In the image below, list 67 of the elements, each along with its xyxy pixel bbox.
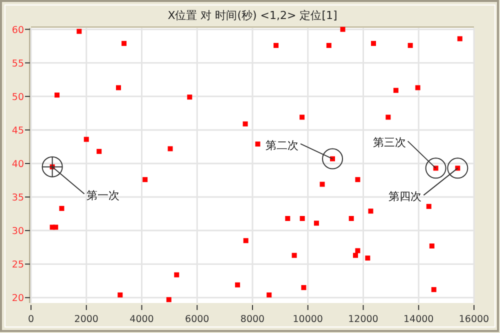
x-tick-label: 10000 (292, 314, 323, 325)
point (142, 177, 148, 182)
annotation: 第一次 (86, 188, 120, 202)
annotation: 第二次 (266, 138, 299, 152)
y-tick-label: 35 (12, 192, 24, 204)
point (300, 114, 305, 120)
point (415, 85, 420, 90)
point (285, 216, 290, 221)
point (320, 182, 325, 187)
point (84, 136, 89, 142)
point (355, 248, 360, 254)
point (54, 92, 60, 98)
point (300, 216, 305, 221)
point (314, 220, 319, 226)
x-tick-label: 8000 (240, 314, 265, 325)
point (122, 40, 127, 46)
point (348, 216, 354, 221)
x-tick-label: 4000 (130, 314, 154, 325)
point (59, 206, 64, 211)
point (118, 292, 123, 298)
point (408, 42, 413, 48)
y-tick-label: 30 (12, 226, 24, 238)
y-tick-label: 45 (12, 125, 24, 136)
point (243, 238, 248, 244)
point (352, 252, 358, 258)
point (340, 26, 346, 32)
point (301, 285, 306, 290)
y-tick-label: 20 (12, 293, 24, 304)
chart-title: X位置 对 时间(秒) <1,2> 定位[1] (168, 9, 338, 22)
annotation: 第三次 (372, 136, 406, 150)
x-tick-label: 16000 (458, 314, 490, 325)
point (365, 256, 370, 261)
x-tick-label: 6000 (185, 314, 210, 325)
point (326, 42, 332, 48)
point (187, 94, 192, 100)
point (116, 85, 121, 90)
point (426, 204, 432, 209)
point (168, 146, 173, 152)
y-tick-label: 25 (12, 260, 24, 271)
y-tick-label: 50 (12, 92, 24, 103)
point (76, 28, 82, 34)
point (368, 208, 374, 214)
y-tick-label: 40 (12, 158, 24, 170)
point (274, 42, 279, 48)
point (355, 177, 360, 182)
point (266, 292, 272, 298)
point (292, 252, 297, 258)
point (174, 272, 180, 278)
point (431, 287, 436, 292)
point (255, 142, 260, 147)
point (53, 224, 58, 230)
y-tick-label: 55 (12, 58, 24, 70)
point (386, 114, 391, 120)
x-tick-label: 0 (28, 314, 34, 325)
point (96, 148, 102, 154)
y-tick-label: 60 (12, 24, 24, 36)
x-tick-label: 14000 (404, 314, 434, 325)
point (429, 243, 434, 248)
x-tick-label: 2000 (74, 314, 98, 325)
annotation: 第四次 (388, 190, 422, 204)
point (393, 88, 398, 93)
point (457, 36, 462, 42)
point (370, 40, 376, 46)
point (242, 121, 248, 126)
x-tick-label: 12000 (348, 314, 378, 325)
point (166, 297, 172, 302)
point (235, 282, 240, 288)
